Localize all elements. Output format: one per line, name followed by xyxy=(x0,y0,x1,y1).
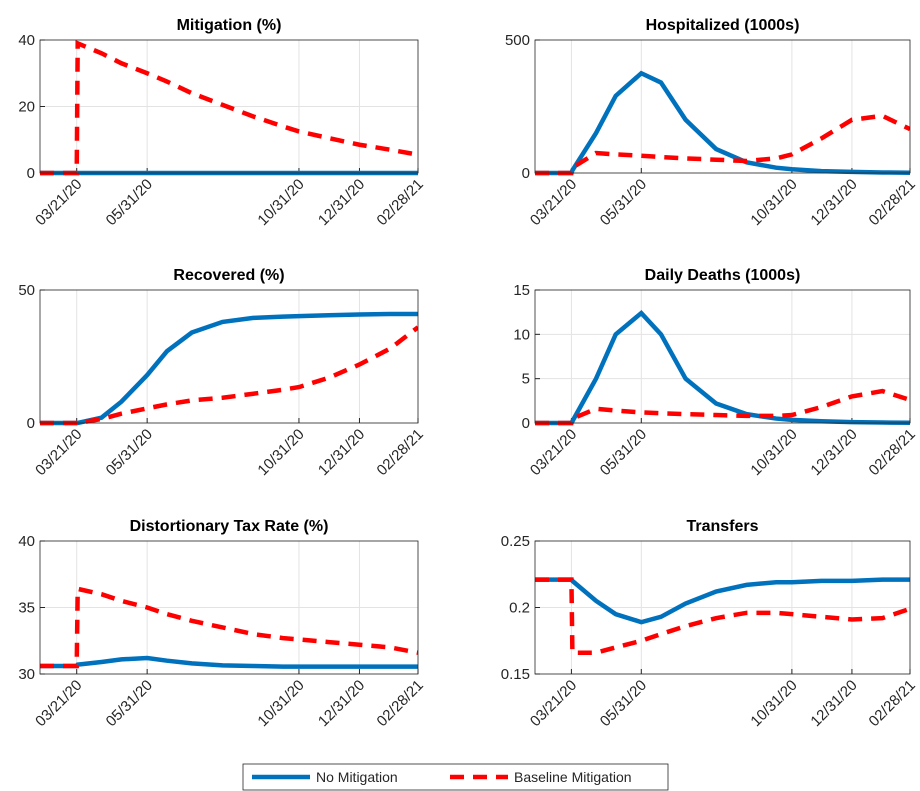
x-tick-label: 02/28/21 xyxy=(866,677,919,730)
x-tick-label: 12/31/20 xyxy=(807,677,860,730)
x-tick-label: 05/31/20 xyxy=(103,176,156,229)
x-tick-label: 05/31/20 xyxy=(103,677,156,730)
y-tick-label: 0 xyxy=(522,165,530,182)
y-tick-label: 20 xyxy=(18,99,35,116)
series-line xyxy=(535,388,910,426)
legend-label: No Mitigation xyxy=(316,769,398,785)
y-tick-label: 15 xyxy=(513,282,530,299)
chart-title: Distortionary Tax Rate (%) xyxy=(130,518,329,535)
x-tick-label: 10/31/20 xyxy=(254,677,307,730)
axes-box xyxy=(39,540,419,675)
x-tick-label: 02/28/21 xyxy=(374,677,427,730)
x-tick-label: 02/28/21 xyxy=(374,176,427,229)
x-tick-label: 03/21/20 xyxy=(32,426,85,479)
series-line xyxy=(40,655,418,669)
series-line xyxy=(40,586,418,669)
y-tick-label: 0 xyxy=(27,415,35,432)
series-line xyxy=(535,577,910,655)
axes-box xyxy=(534,540,911,675)
x-tick-label: 05/31/20 xyxy=(597,176,650,229)
x-tick-label: 10/31/20 xyxy=(254,176,307,229)
plot-area xyxy=(40,290,418,423)
x-tick-label: 10/31/20 xyxy=(747,677,800,730)
axes-box xyxy=(534,289,911,424)
x-tick-label: 12/31/20 xyxy=(315,677,368,730)
x-tick-label: 02/28/21 xyxy=(866,426,919,479)
x-tick-label: 10/31/20 xyxy=(747,176,800,229)
y-tick-label: 40 xyxy=(18,533,35,550)
chart-title: Daily Deaths (1000s) xyxy=(645,267,801,284)
y-tick-label: 50 xyxy=(18,282,35,299)
y-tick-label: 35 xyxy=(18,600,35,617)
x-tick-label: 02/28/21 xyxy=(374,426,427,479)
x-tick-label: 10/31/20 xyxy=(747,426,800,479)
x-tick-label: 03/21/20 xyxy=(32,176,85,229)
y-tick-label: 10 xyxy=(513,326,530,343)
x-tick-label: 02/28/21 xyxy=(866,176,919,229)
x-tick-label: 03/21/20 xyxy=(527,426,580,479)
y-tick-label: 0.15 xyxy=(501,666,530,683)
x-tick-label: 03/21/20 xyxy=(527,176,580,229)
legend-label: Baseline Mitigation xyxy=(514,769,632,785)
x-tick-label: 10/31/20 xyxy=(254,426,307,479)
chart-title: Hospitalized (1000s) xyxy=(646,17,800,34)
y-tick-label: 40 xyxy=(18,32,35,49)
chart-title: Mitigation (%) xyxy=(177,17,282,34)
y-tick-label: 0 xyxy=(522,415,530,432)
x-tick-label: 03/21/20 xyxy=(32,677,85,730)
x-tick-label: 05/31/20 xyxy=(103,426,156,479)
x-tick-label: 12/31/20 xyxy=(807,426,860,479)
axes-box xyxy=(39,289,419,424)
series-line xyxy=(535,113,910,176)
y-tick-label: 0.2 xyxy=(509,600,530,617)
x-tick-label: 12/31/20 xyxy=(315,176,368,229)
series-line xyxy=(535,309,910,426)
x-tick-label: 05/31/20 xyxy=(597,426,650,479)
x-tick-label: 12/31/20 xyxy=(315,426,368,479)
axes-box xyxy=(534,39,911,174)
plot-area xyxy=(535,290,910,423)
chart-title: Transfers xyxy=(686,518,758,535)
series-line xyxy=(535,577,910,625)
y-tick-label: 500 xyxy=(505,32,530,49)
y-tick-label: 30 xyxy=(18,666,35,683)
y-tick-label: 5 xyxy=(522,371,530,388)
y-tick-label: 0 xyxy=(27,165,35,182)
x-tick-label: 12/31/20 xyxy=(807,176,860,229)
x-tick-label: 03/21/20 xyxy=(527,677,580,730)
x-tick-label: 05/31/20 xyxy=(597,677,650,730)
axes-box xyxy=(39,39,419,174)
chart-title: Recovered (%) xyxy=(173,267,284,284)
y-tick-label: 0.25 xyxy=(501,533,530,550)
series-line xyxy=(40,325,418,426)
series-line xyxy=(535,70,910,176)
series-line xyxy=(40,39,418,176)
